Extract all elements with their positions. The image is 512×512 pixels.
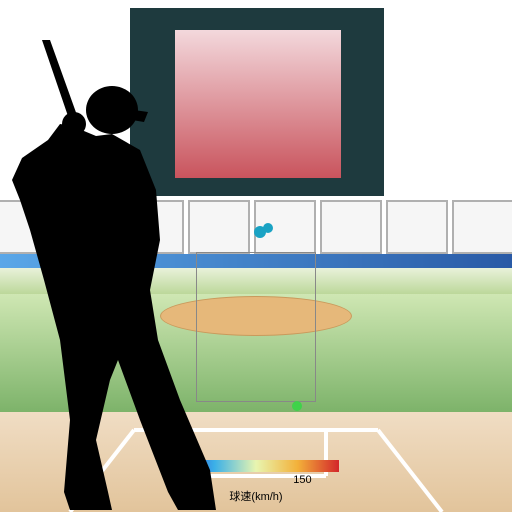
- batter-silhouette: [0, 40, 220, 510]
- pitch-chart: 100150 球速(km/h): [0, 0, 512, 512]
- legend-tick: 150: [293, 474, 311, 486]
- pitch-marker: [263, 223, 273, 233]
- legend-title: 球速(km/h): [229, 488, 282, 504]
- pitch-marker: [292, 401, 302, 411]
